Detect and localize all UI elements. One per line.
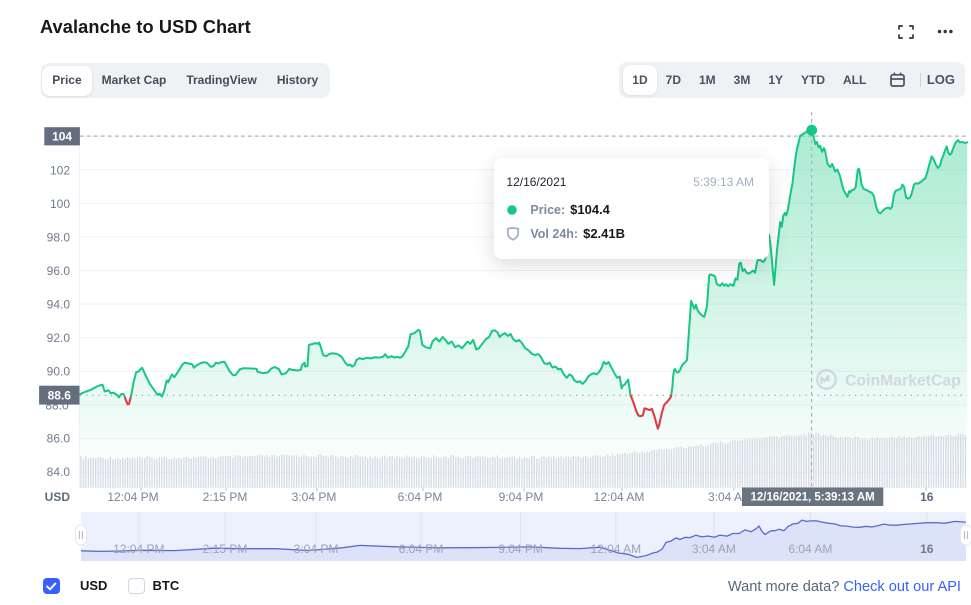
svg-text:3:04 AM: 3:04 AM — [708, 490, 752, 504]
svg-text:88.6: 88.6 — [48, 388, 72, 402]
svg-text:84.0: 84.0 — [47, 465, 71, 479]
svg-text:12:04 AM: 12:04 AM — [590, 542, 641, 556]
svg-text:16: 16 — [920, 490, 934, 504]
svg-text:12:04 AM: 12:04 AM — [594, 490, 645, 504]
svg-text:12:04 PM: 12:04 PM — [113, 542, 164, 556]
svg-text:2:15 PM: 2:15 PM — [203, 490, 248, 504]
svg-text:90.0: 90.0 — [47, 365, 71, 379]
svg-text:3:04 PM: 3:04 PM — [294, 542, 339, 556]
svg-text:6:04 AM: 6:04 AM — [788, 542, 832, 556]
svg-text:2:15 PM: 2:15 PM — [203, 542, 248, 556]
svg-text:86.0: 86.0 — [47, 432, 71, 446]
svg-text:12:04 PM: 12:04 PM — [107, 490, 158, 504]
svg-text:CoinMarketCap: CoinMarketCap — [845, 373, 961, 390]
svg-text:3:04 PM: 3:04 PM — [292, 490, 337, 504]
svg-text:3:04 AM: 3:04 AM — [692, 542, 736, 556]
svg-text:9:04 PM: 9:04 PM — [498, 542, 543, 556]
svg-text:98.0: 98.0 — [47, 230, 71, 244]
svg-text:6:04 PM: 6:04 PM — [399, 542, 444, 556]
svg-text:102: 102 — [50, 163, 70, 177]
svg-text:94.0: 94.0 — [47, 297, 71, 311]
svg-text:96.0: 96.0 — [47, 264, 71, 278]
svg-text:104: 104 — [52, 130, 72, 144]
svg-text:9:04 PM: 9:04 PM — [499, 490, 544, 504]
svg-text:6:04 PM: 6:04 PM — [398, 490, 443, 504]
svg-text:16: 16 — [920, 542, 934, 556]
svg-text:USD: USD — [45, 490, 71, 504]
svg-text:100: 100 — [50, 197, 70, 211]
svg-text:92.0: 92.0 — [47, 331, 71, 345]
svg-text:12/16/2021, 5:39:13 AM: 12/16/2021, 5:39:13 AM — [750, 492, 874, 504]
